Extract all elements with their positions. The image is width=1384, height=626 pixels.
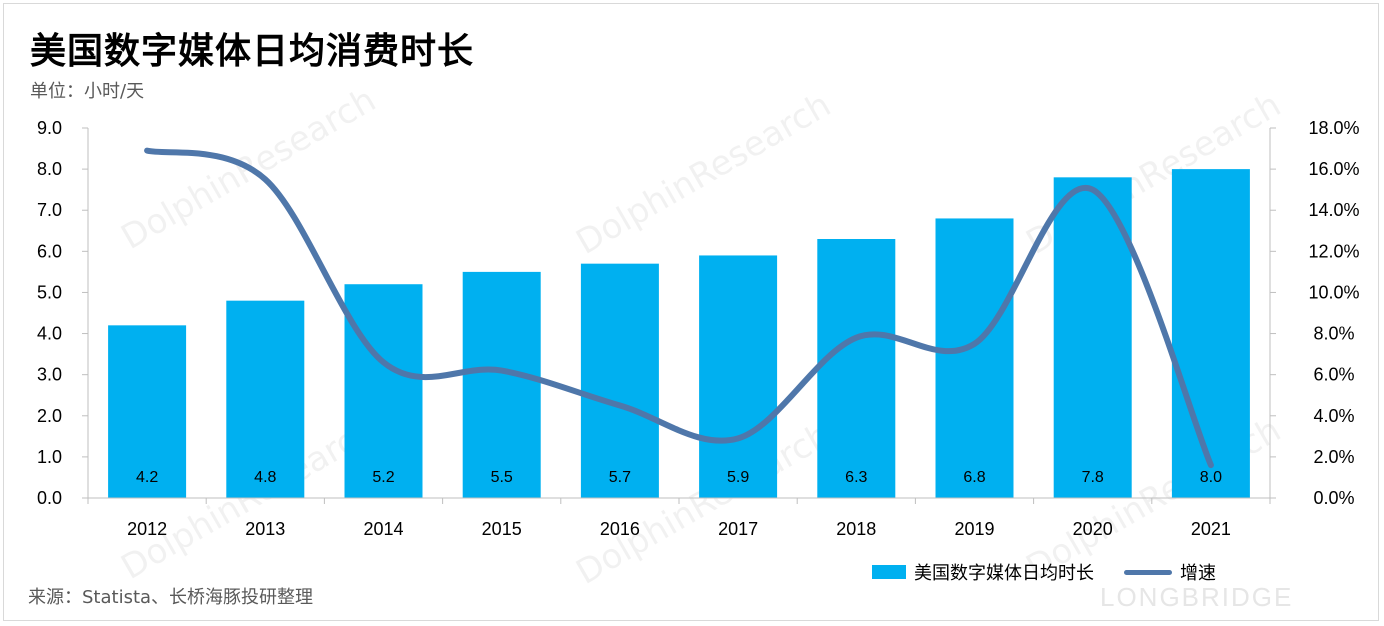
x-tick-label: 2015	[482, 519, 522, 539]
x-tick-label: 2012	[127, 519, 167, 539]
bar-2017	[699, 255, 778, 498]
y-left-tick-label: 8.0	[37, 159, 62, 179]
y-left-tick-label: 6.0	[37, 241, 62, 261]
brand-logo: LONGBRIDGE	[1100, 582, 1294, 612]
bar-2016	[580, 263, 659, 498]
bar-data-label: 6.3	[845, 469, 867, 486]
x-tick-label: 2017	[718, 519, 758, 539]
y-right-tick-label: 8.0%	[1313, 324, 1354, 344]
y-right-tick-label: 2.0%	[1313, 447, 1354, 467]
bar-data-label: 5.7	[609, 469, 631, 486]
chart-title: 美国数字媒体日均消费时长	[30, 31, 475, 72]
chart-frame	[3, 3, 1379, 621]
bar-data-label: 6.8	[963, 469, 985, 486]
bar-data-label: 5.5	[491, 469, 513, 486]
bar-2014	[344, 284, 423, 498]
source-note: 来源：Statista、长桥海豚投研整理	[28, 587, 314, 608]
x-tick-label: 2021	[1191, 519, 1231, 539]
y-left-tick-label: 1.0	[37, 447, 62, 467]
y-left-tick-label: 3.0	[37, 365, 62, 385]
legend-swatch-line	[1124, 569, 1172, 575]
x-tick-label: 2019	[954, 519, 994, 539]
bar-2015	[462, 271, 541, 498]
legend-item-bar: 美国数字媒体日均时长	[872, 559, 1094, 585]
y-right-tick-label: 4.0%	[1313, 406, 1354, 426]
y-right-tick-label: 6.0%	[1313, 365, 1354, 385]
bar-2020	[1053, 177, 1132, 499]
legend-swatch-bar	[872, 565, 906, 579]
x-tick-label: 2016	[600, 519, 640, 539]
x-tick-label: 2018	[836, 519, 876, 539]
bar-data-label: 7.8	[1082, 469, 1104, 486]
bar-data-label: 5.9	[727, 469, 749, 486]
bar-2013	[226, 300, 305, 498]
bar-data-label: 8.0	[1200, 469, 1222, 486]
bar-data-label: 4.2	[136, 469, 158, 486]
y-right-tick-label: 12.0%	[1308, 241, 1359, 261]
y-left-tick-label: 7.0	[37, 200, 62, 220]
bar-data-label: 5.2	[372, 469, 394, 486]
legend-label-bar: 美国数字媒体日均时长	[914, 563, 1094, 584]
y-right-tick-label: 10.0%	[1308, 282, 1359, 302]
legend: 美国数字媒体日均时长 增速	[872, 560, 1216, 584]
bar-2012	[108, 325, 187, 498]
bar-2019	[935, 218, 1014, 498]
x-tick-label: 2014	[363, 519, 403, 539]
x-tick-label: 2013	[245, 519, 285, 539]
y-left-tick-label: 4.0	[37, 324, 62, 344]
y-right-tick-label: 0.0%	[1313, 488, 1354, 508]
bar-2021	[1171, 169, 1250, 498]
y-right-tick-label: 18.0%	[1308, 118, 1359, 138]
x-tick-label: 2020	[1073, 519, 1113, 539]
y-left-tick-label: 0.0	[37, 488, 62, 508]
unit-label: 单位：小时/天	[30, 81, 145, 102]
y-left-tick-label: 2.0	[37, 406, 62, 426]
y-left-tick-label: 9.0	[37, 118, 62, 138]
legend-label-line: 增速	[1180, 563, 1216, 584]
growth-line	[144, 147, 1214, 469]
watermark-text: DolphinResearch	[570, 85, 838, 263]
bar-data-label: 4.8	[254, 469, 276, 486]
y-right-tick-label: 14.0%	[1308, 200, 1359, 220]
y-right-tick-label: 16.0%	[1308, 159, 1359, 179]
legend-item-line: 增速	[1094, 559, 1216, 585]
bar-2018	[817, 239, 896, 498]
y-left-tick-label: 5.0	[37, 282, 62, 302]
